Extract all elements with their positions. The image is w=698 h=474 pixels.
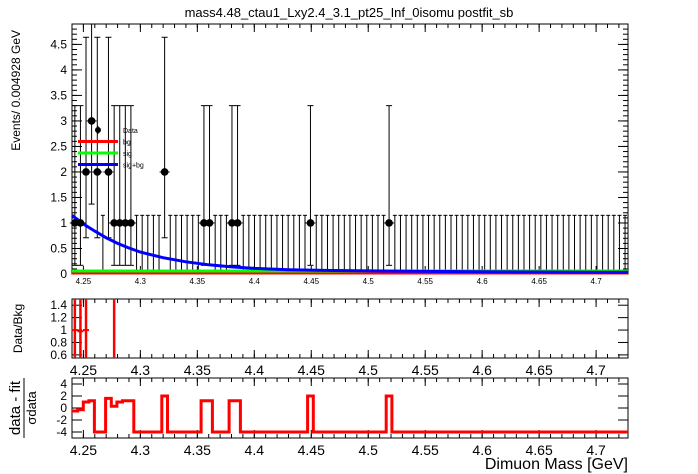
legend-entry-1: bg (123, 140, 131, 147)
ratio-panel: 4.25 4.3 4.35 4.4 4.45 4.5 4.55 4.6 4.65 4.7 0.60.… (11, 298, 629, 378)
main-xtick-label: 4.45 (303, 277, 319, 286)
main-xtick-label: 4.25 (76, 277, 92, 286)
ratio-xtick-label: 4.6 (472, 362, 492, 378)
main-ytick-label: 3 (60, 114, 67, 128)
main-ytick-label: 1 (60, 216, 67, 230)
data-point (385, 219, 393, 227)
pull-xtick-label: 4.65 (526, 442, 553, 458)
main-y-axis-label: Events/ 0.004928 GeV (9, 30, 23, 151)
main-ytick-label: 2 (60, 165, 67, 179)
main-xtick-label: 4.4 (249, 277, 261, 286)
data-point (233, 219, 242, 227)
pull-xtick-label: 4.6 (472, 442, 492, 458)
legend-entry-3: sig+bg (123, 163, 144, 170)
ratio-ytick-label: 1.4 (50, 298, 67, 312)
data-point (228, 219, 236, 227)
pull-ytick-label: -4 (56, 425, 67, 439)
data-point (104, 168, 113, 176)
pull-xtick-label: 4.45 (298, 442, 325, 458)
main-ytick-label: 2.5 (50, 139, 67, 153)
pull-frame (71, 377, 629, 439)
data-point (93, 168, 102, 176)
data-point (160, 168, 169, 176)
main-xtick-label: 4.7 (591, 277, 603, 286)
pull-panel: 4.25 4.3 4.35 4.4 4.45 4.5 4.55 4.6 4.65 4.7 -4-20… (7, 377, 629, 458)
data-point (200, 219, 208, 227)
main-ytick-label: 4.5 (50, 37, 67, 51)
ratio-xtick-label: 4.7 (586, 362, 606, 378)
pull-xtick-label: 4.5 (358, 442, 378, 458)
pull-xtick-label: 4.7 (586, 442, 606, 458)
chart-title: mass4.48_ctau1_Lxy2.4_3.1_pt25_Inf_0isom… (185, 5, 514, 20)
pull-ytick-label: 2 (60, 389, 67, 403)
main-ytick-label: 1.5 (50, 190, 67, 204)
data-point (110, 219, 118, 227)
data-point (127, 219, 135, 227)
ratio-xtick-label: 4.35 (184, 362, 211, 378)
ratio-ytick-label: 1.2 (50, 311, 67, 325)
main-xtick-label: 4.3 (135, 277, 147, 286)
legend-entry-0: Data (123, 128, 138, 135)
main-ytick-label: 3.5 (50, 88, 67, 102)
pull-xtick-label: 4.3 (131, 442, 151, 458)
data-point (306, 219, 315, 227)
ratio-xtick-label: 4.65 (526, 362, 553, 378)
ratio-frame (71, 298, 629, 359)
main-ytick-label: 4 (60, 63, 67, 77)
main-xtick-label: 4.65 (531, 277, 547, 286)
ratio-y-axis-label: Data/Bkg (11, 304, 25, 353)
data-point (87, 117, 96, 125)
ratio-ytick-label: 0.8 (50, 335, 67, 349)
pull-xtick-label: 4.55 (412, 442, 439, 458)
pull-y-axis-label-denominator: σdata (24, 391, 39, 425)
main-xtick-label: 4.55 (417, 277, 433, 286)
main-ytick-label: 0 (60, 267, 67, 281)
ratio-xtick-label: 4.5 (358, 362, 378, 378)
main-xtick-label: 4.35 (190, 277, 206, 286)
pull-ytick-label: 0 (60, 401, 67, 415)
sigbg-curve (71, 214, 629, 274)
main-xtick-label: 4.5 (363, 277, 375, 286)
pull-xtick-label: 4.4 (245, 442, 265, 458)
data-point (82, 168, 90, 176)
ratio-xtick-label: 4.55 (412, 362, 439, 378)
legend-entry-2: sig (123, 151, 132, 158)
ratio-xtick-label: 4.4 (245, 362, 265, 378)
data-point (76, 219, 85, 227)
data-point (71, 219, 79, 227)
ratio-ytick-label: 0.6 (50, 348, 67, 362)
ratio-xtick-label: 4.25 (70, 362, 97, 378)
ratio-xtick-label: 4.45 (298, 362, 325, 378)
main-ytick-label: 0.5 (50, 241, 67, 255)
data-point (121, 219, 130, 227)
ratio-xtick-label: 4.3 (131, 362, 151, 378)
pull-xtick-label: 4.35 (184, 442, 211, 458)
pull-histogram (72, 394, 628, 434)
x-axis-label: Dimuon Mass [GeV] (485, 456, 628, 473)
main-panel: 4.25 4.3 4.35 4.4 4.45 4.5 4.55 4.6 4.65 4.7 0 0.5 1… (9, 23, 629, 286)
ratio-ytick-label: 1 (60, 323, 67, 337)
main-xtick-label: 4.6 (477, 277, 489, 286)
data-point (115, 219, 124, 227)
pull-ytick-label: 4 (60, 377, 67, 391)
pull-xtick-label: 4.25 (70, 442, 97, 458)
data-point (205, 219, 214, 227)
pull-y-axis-label: data - fit (7, 380, 24, 435)
pull-ytick-label: -2 (56, 413, 67, 427)
